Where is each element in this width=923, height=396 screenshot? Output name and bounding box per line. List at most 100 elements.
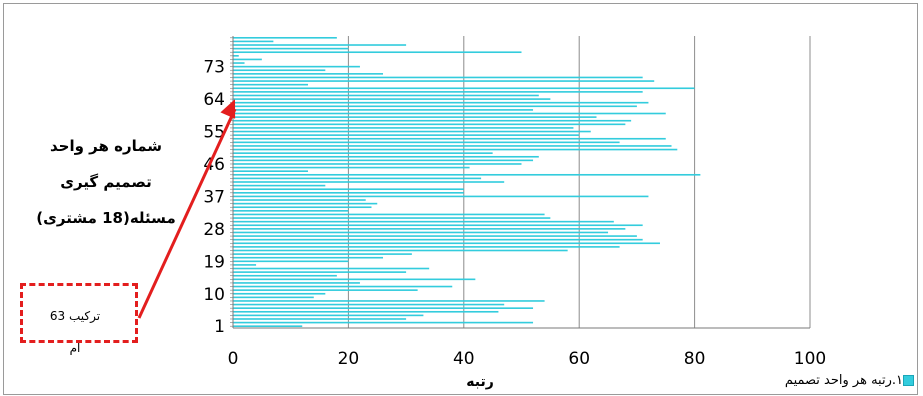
bar-48 — [233, 155, 539, 158]
bar-18 — [233, 264, 257, 266]
bar-57 — [233, 123, 626, 126]
legend-label: رتبه هر واحد تصمیم — [784, 373, 892, 388]
bar-11 — [233, 289, 418, 291]
bar-69 — [233, 80, 655, 82]
bar-22 — [233, 249, 568, 252]
bar-17 — [233, 267, 430, 270]
bar-7 — [233, 303, 505, 306]
y-tick-label-1: 1 — [214, 317, 225, 337]
bar-64 — [233, 98, 551, 100]
bar-61 — [233, 109, 534, 111]
annotation-line-2: ام — [69, 341, 81, 355]
bar-77 — [233, 51, 522, 54]
y-axis-title-line-3: مسئله(18 مشتری) — [36, 209, 176, 227]
bar-68 — [233, 83, 309, 86]
y-tick-label-46: 46 — [203, 155, 225, 175]
bar-41 — [233, 181, 505, 183]
bar-74 — [233, 62, 245, 64]
annotation-box — [20, 283, 138, 343]
bar-16 — [233, 271, 407, 273]
bar-72 — [233, 69, 326, 72]
bar-9 — [233, 296, 314, 299]
bar-81 — [233, 36, 337, 39]
bar-2 — [233, 321, 534, 324]
x-tick-label-20: 20 — [338, 349, 360, 369]
x-axis-title: رتبه — [466, 374, 494, 390]
bar-40 — [233, 184, 326, 187]
bar-4 — [233, 314, 424, 317]
chart-frame — [3, 3, 918, 395]
bar-24 — [233, 242, 660, 245]
bar-21 — [233, 253, 412, 255]
bar-71 — [233, 73, 384, 75]
bar-79 — [233, 44, 407, 46]
arrow-head — [220, 99, 236, 119]
y-tick-label-19: 19 — [203, 252, 225, 272]
bar-34 — [233, 206, 372, 209]
bar-37 — [233, 195, 649, 198]
x-tick-label-60: 60 — [568, 349, 590, 369]
bar-29 — [233, 224, 643, 227]
bar-23 — [233, 246, 620, 248]
y-tick-label-10: 10 — [203, 285, 225, 305]
bar-19 — [233, 260, 349, 263]
x-tick-label-40: 40 — [453, 349, 475, 369]
bar-53 — [233, 137, 666, 140]
y-axis-title-line-2: تصمیم گیری — [60, 173, 152, 191]
x-tick-label-80: 80 — [684, 349, 706, 369]
bar-33 — [233, 210, 349, 212]
x-tick-label-0: 0 — [228, 349, 239, 369]
y-tick-label-73: 73 — [203, 58, 225, 78]
bar-27 — [233, 231, 609, 234]
bar-76 — [233, 55, 239, 57]
bar-73 — [233, 65, 360, 68]
bar-56 — [233, 127, 574, 129]
bar-42 — [233, 177, 482, 180]
y-tick-label-28: 28 — [203, 220, 225, 240]
y-tick-label-64: 64 — [203, 90, 225, 110]
bar-43 — [233, 173, 701, 176]
bar-8 — [233, 300, 545, 302]
bar-50 — [233, 148, 678, 151]
bar-12 — [233, 285, 453, 288]
bar-3 — [233, 318, 407, 320]
annotation-line-1: ترکیب 63 — [49, 309, 101, 323]
bar-62 — [233, 105, 637, 108]
legend-swatch — [903, 375, 914, 386]
bar-59 — [233, 116, 597, 118]
bar-51 — [233, 145, 672, 147]
bar-13 — [233, 282, 360, 284]
bar-44 — [233, 170, 309, 172]
bar-1 — [233, 325, 303, 328]
bar-55 — [233, 130, 591, 133]
bar-30 — [233, 220, 614, 223]
bar-15 — [233, 274, 337, 277]
y-tick-labels: 1 10 19 28 37 46 55 64 73 — [203, 58, 225, 338]
bar-35 — [233, 202, 378, 205]
bar-54 — [233, 134, 580, 136]
bar-5 — [233, 310, 499, 313]
bar-10 — [233, 292, 326, 295]
arrow-shaft — [137, 108, 237, 319]
bar-65 — [233, 94, 539, 97]
bar-26 — [233, 235, 637, 237]
bar-49 — [233, 152, 493, 154]
annotation-text: ترکیب 63 ام — [30, 300, 120, 364]
bar-47 — [233, 159, 534, 162]
bar-78 — [233, 47, 349, 50]
bar-46 — [233, 163, 522, 165]
y-tick-label-37: 37 — [203, 187, 225, 207]
bar-75 — [233, 58, 262, 61]
bar-80 — [233, 40, 274, 43]
axes — [230, 36, 810, 329]
bar-63 — [233, 101, 649, 104]
bar-36 — [233, 199, 366, 201]
x-tick-label-100: 100 — [794, 349, 826, 369]
legend-suffix: .۱ — [891, 373, 903, 388]
bar-60 — [233, 112, 666, 115]
bar-14 — [233, 278, 476, 281]
y-axis-title-line-1: شماره هر واحد — [49, 137, 163, 155]
legend: رتبه هر واحد تصمیم .۱ — [785, 373, 917, 388]
bar-25 — [233, 238, 643, 241]
bar-20 — [233, 256, 384, 259]
